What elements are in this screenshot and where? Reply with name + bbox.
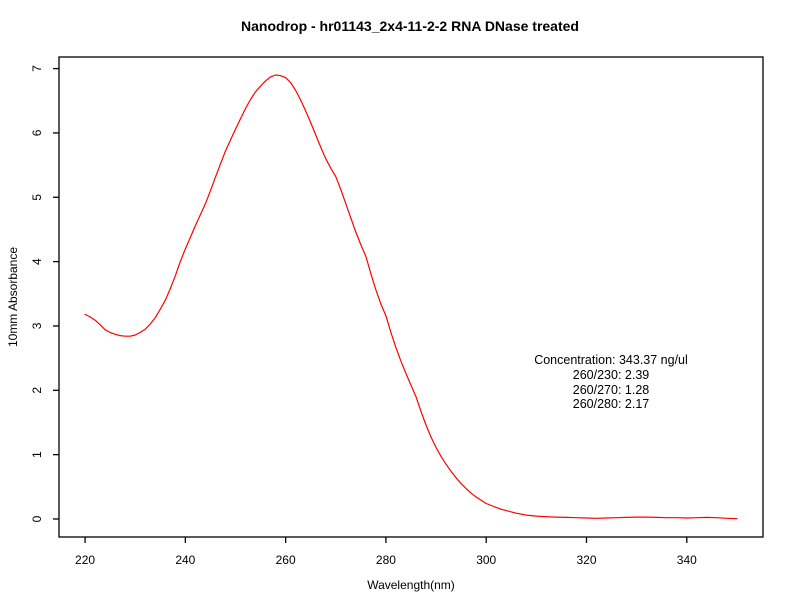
y-axis-label: 10mm Absorbance — [6, 247, 20, 347]
y-tick-label: 2 — [30, 387, 44, 394]
x-tick-label: 340 — [677, 553, 697, 567]
y-tick-label: 3 — [30, 322, 44, 329]
x-tick-label: 240 — [175, 553, 195, 567]
y-tick-label: 6 — [30, 129, 44, 136]
x-tick-label: 220 — [75, 553, 95, 567]
y-tick-label: 1 — [30, 451, 44, 458]
y-tick-label: 4 — [30, 258, 44, 265]
y-tick-label: 7 — [30, 65, 44, 72]
annotation-block: Concentration: 343.37 ng/ul 260/230: 2.3… — [534, 353, 688, 411]
x-tick-label: 300 — [476, 553, 496, 567]
x-tick-label: 260 — [276, 553, 296, 567]
x-tick-label: 280 — [376, 553, 396, 567]
spectrum-line — [84, 74, 738, 520]
annotation-concentration: Concentration: 343.37 ng/ul — [534, 353, 688, 367]
annotation-260-270: 260/270: 1.28 — [573, 383, 650, 397]
x-axis-label: Wavelength(nm) — [367, 578, 455, 592]
axes-and-curve: 220 240 260 280 300 320 340 0 1 2 3 4 5 6 7 — [30, 65, 738, 567]
annotation-260-280: 260/280: 2.17 — [573, 397, 650, 411]
y-tick-label: 0 — [30, 515, 44, 522]
annotation-260-230: 260/230: 2.39 — [573, 368, 650, 382]
chart-title: Nanodrop - hr01143_2x4-11-2-2 RNA DNase … — [241, 18, 579, 34]
y-tick-label: 5 — [30, 194, 44, 201]
x-tick-label: 320 — [576, 553, 596, 567]
plot-border — [58, 56, 764, 538]
